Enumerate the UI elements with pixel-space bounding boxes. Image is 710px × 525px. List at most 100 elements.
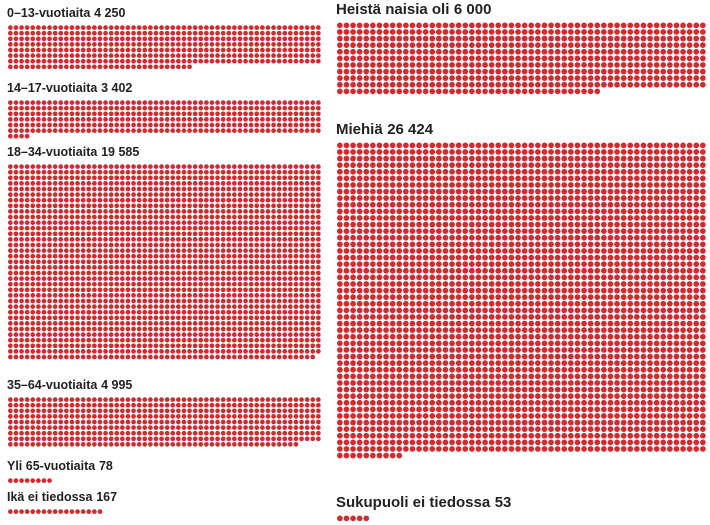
dot [614,62,620,68]
dot [80,42,86,47]
dot [508,208,515,215]
dot [304,414,310,419]
dot [614,188,620,195]
dot [187,105,192,111]
dot [356,215,363,221]
dot [271,436,276,442]
dot [310,326,316,332]
dot [52,111,58,117]
dot [647,35,653,42]
dot [403,215,409,221]
dot [299,332,304,337]
dot [260,117,265,122]
dot [64,276,69,281]
dot [601,35,607,42]
dot [13,237,19,242]
dot [442,142,449,149]
dot [343,22,350,29]
dot [120,248,125,253]
dot [58,419,64,425]
dot [108,30,114,36]
dot [103,293,108,298]
dot [215,414,220,419]
dot [237,169,243,175]
dot [265,30,271,36]
dot [554,234,561,241]
dot [686,162,693,168]
dot [75,186,80,192]
dot [700,168,706,175]
dot [131,419,136,425]
dot [220,253,226,259]
dot [103,64,108,70]
dot [260,298,265,304]
dot [620,149,627,155]
dot [69,309,75,315]
dot [535,48,541,55]
dot [337,75,343,81]
dot [192,332,198,337]
dot [136,214,142,220]
dot [97,111,103,117]
dot [660,149,667,155]
dot [136,58,142,64]
dot [475,35,482,42]
dot [515,228,521,234]
dot [409,155,416,162]
dot [403,75,409,81]
dot [581,48,587,55]
dot [159,337,164,343]
dot [370,241,376,248]
dot [521,35,528,42]
dot [220,105,226,111]
dot [521,81,528,88]
dot [521,215,528,221]
dot [92,169,97,175]
dot [136,265,142,270]
dot [502,88,508,95]
dot [554,62,561,68]
dot [52,197,58,203]
dot [136,287,142,293]
dot [260,321,265,326]
dot [192,419,198,425]
dot [8,304,13,309]
dot [554,142,561,149]
dot [41,105,47,111]
dot [634,195,640,201]
dot [614,142,620,149]
dot [220,214,226,220]
dot [260,111,265,117]
dot [422,228,429,234]
dot [92,321,97,326]
dot [627,182,634,188]
dot [403,267,409,274]
dot [198,259,204,265]
dot [502,35,508,42]
dot [8,111,13,117]
dot [455,142,462,149]
dot [24,105,30,111]
dot [75,442,80,447]
dot [282,242,288,248]
dot [75,337,80,343]
dot [299,281,304,287]
dot [389,188,396,195]
dot [52,64,58,70]
dot [248,248,254,253]
dot [627,35,634,42]
dot [271,287,276,293]
dot [607,162,614,168]
dot [69,276,75,281]
dot [103,53,108,58]
dot [282,304,288,309]
dot [276,337,282,343]
dot [647,29,653,35]
dot [170,100,176,105]
dot [356,248,363,254]
dot [293,315,299,321]
dot [19,128,24,133]
dot [103,408,108,414]
dot [316,175,321,181]
dot [260,214,265,220]
